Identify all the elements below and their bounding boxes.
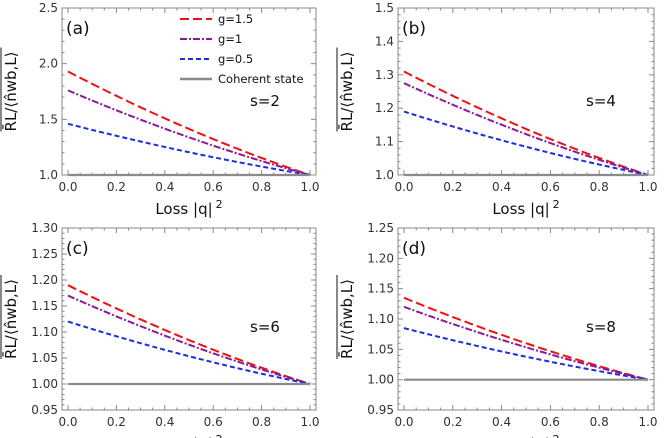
y-tick-label: 0.95 [31, 403, 58, 417]
x-tick-label: 0.6 [541, 180, 560, 194]
x-tick-label: 0.0 [394, 180, 413, 194]
series-line-g-1 [67, 294, 311, 385]
panel-label: (a) [66, 19, 90, 39]
x-tick-label: 1.0 [300, 415, 319, 429]
x-tick-label: 0.4 [155, 415, 174, 429]
y-tick-label: 1.30 [31, 221, 58, 235]
x-tick-label: 1.0 [300, 180, 319, 194]
annotation-label: s=2 [250, 92, 280, 110]
annotation-label: s=8 [586, 318, 616, 336]
series-line-g-1 [403, 82, 649, 176]
x-tick-label: 0.2 [443, 180, 462, 194]
x-tick-label: 0.0 [58, 415, 77, 429]
legend-item: g=1 [180, 32, 242, 46]
y-tick-label: 2.0 [39, 57, 58, 71]
y-tick-label: 1.15 [31, 299, 58, 313]
series-line-g-1 [67, 89, 311, 176]
y-tick-label: 1.5 [375, 1, 394, 15]
x-tick-label: 0.4 [492, 180, 511, 194]
x-tick-label: 0.8 [252, 415, 271, 429]
y-axis-label-text: R̄L/⟨n̂wb,L⟩ [337, 52, 356, 132]
annotation-label: s=4 [586, 92, 616, 110]
x-tick-label: 0.6 [204, 415, 223, 429]
x-tick-label: 0.6 [541, 415, 560, 429]
series-line-g-1 [403, 305, 649, 381]
x-axis-label: Loss |q|2 [492, 433, 559, 438]
y-tick-label: 1.1 [375, 135, 394, 149]
series-line-g-0-5 [67, 320, 311, 385]
y-tick-label: 1.20 [31, 273, 58, 287]
y-axis-label-text: R̄L/⟨n̂wb,L⟩ [1, 52, 20, 132]
panel-a: 0.0 0.2 0.4 0.6 0.8 1.0 1.0 1.5 2.0 2.5 (a) s=2 Loss… [0, 1, 320, 218]
annotation-label: s=6 [250, 318, 280, 336]
y-tick-label: 1.0 [375, 168, 394, 182]
x-tick-label: 1.0 [638, 415, 657, 429]
panel-d: 0.0 0.2 0.4 0.6 0.8 1.0 0.95 1.00 1.05 1.10 1.15 1.… [336, 221, 658, 438]
y-axis-label: R̄L/⟨n̂wb,L⟩ [0, 47, 20, 132]
y-tick-label: 1.25 [31, 247, 58, 261]
x-tick-label: 0.6 [204, 180, 223, 194]
x-axis-label: Loss |q|2 [155, 433, 222, 438]
y-axis-label: R̄L/⟨n̂wb,L⟩ [336, 47, 356, 132]
x-axis-label: Loss |q|2 [155, 198, 222, 218]
x-tick-label: 0.4 [492, 415, 511, 429]
legend-label: g=1 [218, 32, 242, 46]
panel-b: 0.0 0.2 0.4 0.6 0.8 1.0 1.0 1.1 1.2 1.3 1.4 1.5 (b) s… [336, 1, 658, 218]
panel-c: 0.0 0.2 0.4 0.6 0.8 1.0 0.95 1.00 1.05 1.10 1.15 1.… [0, 221, 320, 438]
legend-item: g=1.5 [180, 12, 253, 26]
y-tick-label: 1.10 [367, 312, 394, 326]
series-line-g-1-5 [403, 70, 649, 176]
y-tick-label: 1.00 [31, 377, 58, 391]
legend-item: g=0.5 [180, 52, 253, 66]
y-tick-label: 1.5 [39, 112, 58, 126]
series-line-g-0-5 [403, 327, 649, 381]
y-axis-label-text: R̄L/⟨n̂wb,L⟩ [337, 279, 356, 359]
legend: g=1.5 g=1 g=0.5 Coherent state [180, 12, 304, 86]
y-tick-label: 1.0 [39, 168, 58, 182]
series-line-g-1-5 [403, 296, 649, 381]
panel-label: (d) [402, 239, 426, 259]
y-tick-label: 2.5 [39, 1, 58, 15]
x-tick-label: 0.2 [107, 415, 126, 429]
y-tick-label: 1.3 [375, 68, 394, 82]
x-tick-label: 1.0 [638, 180, 657, 194]
y-tick-label: 1.05 [367, 342, 394, 356]
y-axis-label-text: R̄L/⟨n̂wb,L⟩ [1, 279, 20, 359]
y-tick-label: 1.2 [375, 101, 394, 115]
series-line-g-1-5 [67, 284, 311, 385]
y-tick-label: 1.05 [31, 351, 58, 365]
legend-label: g=0.5 [218, 52, 253, 66]
panel-label: (b) [402, 19, 426, 39]
series-line-g-0-5 [403, 110, 649, 176]
y-tick-label: 1.00 [367, 373, 394, 387]
y-tick-label: 1.4 [375, 34, 394, 48]
legend-item: Coherent state [180, 72, 304, 86]
x-tick-label: 0.8 [252, 180, 271, 194]
x-tick-label: 0.0 [394, 415, 413, 429]
x-tick-label: 0.8 [590, 180, 609, 194]
series-line-g-1-5 [67, 70, 311, 176]
y-tick-label: 0.95 [367, 403, 394, 417]
series-line-g-0-5 [67, 122, 311, 176]
y-axis-label: R̄L/⟨n̂wb,L⟩ [0, 275, 20, 359]
y-tick-label: 1.20 [367, 251, 394, 265]
x-axis-label: Loss |q|2 [492, 198, 559, 218]
x-tick-label: 0.2 [107, 180, 126, 194]
y-tick-label: 1.25 [367, 221, 394, 235]
y-axis-label: R̄L/⟨n̂wb,L⟩ [336, 275, 356, 359]
y-tick-label: 1.15 [367, 282, 394, 296]
y-tick-label: 1.10 [31, 325, 58, 339]
x-tick-label: 0.8 [590, 415, 609, 429]
x-tick-label: 0.0 [58, 180, 77, 194]
panel-label: (c) [66, 239, 89, 259]
x-tick-label: 0.4 [155, 180, 174, 194]
legend-label: Coherent state [218, 72, 304, 86]
x-tick-label: 0.2 [443, 415, 462, 429]
legend-label: g=1.5 [218, 12, 253, 26]
